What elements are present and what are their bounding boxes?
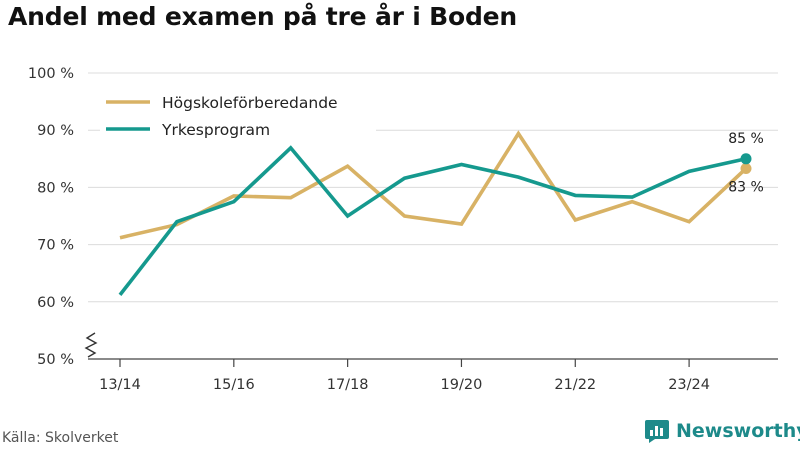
axis-break-icon bbox=[84, 332, 98, 358]
x-tick-label: 23/24 bbox=[668, 377, 710, 393]
series-line-hogskoleforberedande bbox=[119, 130, 748, 240]
series-line-yrkesprogram bbox=[118, 145, 747, 297]
end-labels: 85 % 83 % bbox=[728, 131, 764, 196]
y-tick-label: 70 % bbox=[37, 238, 74, 254]
x-tick-label: 17/18 bbox=[327, 377, 369, 393]
series-end-point bbox=[740, 153, 752, 165]
series-end-point bbox=[740, 163, 752, 175]
y-tick-label: 90 % bbox=[37, 123, 74, 139]
x-tick-label: 21/22 bbox=[554, 377, 596, 393]
y-tick-label: 50 % bbox=[37, 352, 74, 368]
y-tick-label: 60 % bbox=[37, 295, 74, 311]
source-note: Källa: Skolverket bbox=[2, 430, 119, 446]
end-value-label: 85 % bbox=[728, 131, 764, 147]
legend: Högskoleförberedande Yrkesprogram bbox=[100, 85, 376, 145]
newsworthy-logo-icon bbox=[645, 420, 669, 443]
axes: 50 % 60 % 70 % 80 % 90 % 100 % 13/14 15/16 17/18… bbox=[28, 66, 778, 393]
legend-entry-label: Yrkesprogram bbox=[161, 121, 270, 139]
legend-entry-label: Högskoleförberedande bbox=[162, 94, 338, 112]
end-value-label: 83 % bbox=[728, 180, 764, 196]
x-tick-label: 19/20 bbox=[441, 377, 483, 393]
brand-logo: Newsworthy bbox=[644, 418, 800, 444]
y-tick-label: 80 % bbox=[37, 180, 74, 196]
chart-title: Andel med examen på tre år i Boden bbox=[8, 2, 517, 31]
brand-name: Newsworthy bbox=[676, 420, 800, 442]
y-tick-label: 100 % bbox=[28, 66, 74, 82]
legend-background bbox=[100, 85, 376, 145]
x-tick-label: 15/16 bbox=[213, 377, 255, 393]
x-tick-label: 13/14 bbox=[99, 377, 141, 393]
series-lines bbox=[118, 130, 752, 297]
